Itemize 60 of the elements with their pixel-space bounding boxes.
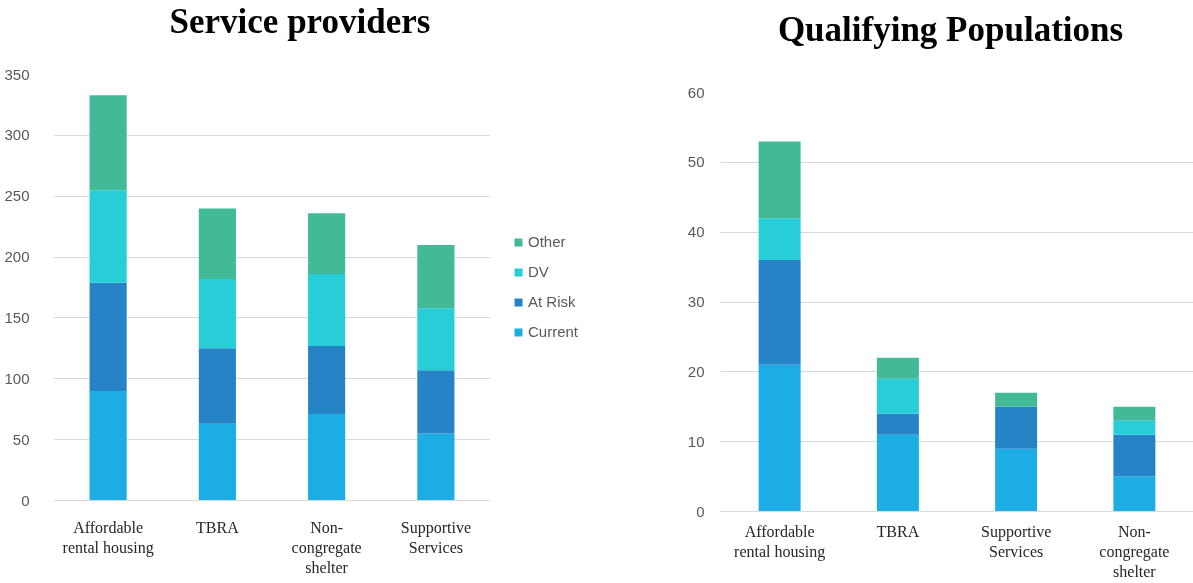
chart-title: Qualifying Populations — [776, 9, 1125, 51]
y-tick-label: 350 — [4, 65, 30, 83]
y-tick-label: 10 — [687, 432, 705, 450]
bar — [308, 414, 346, 501]
y-tick-label: 200 — [4, 248, 30, 266]
x-tick-label: Non- congregate shelter — [1099, 522, 1170, 581]
y-tick-label: 40 — [687, 223, 705, 241]
legend-label: Other — [528, 233, 566, 250]
bar — [1113, 406, 1156, 421]
y-tick-label: 50 — [12, 430, 30, 448]
y-tick-label: 60 — [687, 83, 705, 101]
bar — [876, 434, 919, 512]
bar — [198, 278, 236, 349]
bar — [308, 274, 346, 346]
bar — [995, 406, 1038, 449]
y-tick-label: 100 — [4, 369, 30, 387]
bar — [1113, 420, 1156, 435]
legend-label: DV — [528, 263, 549, 280]
bar — [876, 357, 919, 379]
x-tick-label: Supportive Services — [400, 518, 471, 556]
y-tick-label: 150 — [4, 308, 30, 326]
bar — [417, 433, 455, 501]
bar — [198, 348, 236, 424]
bar — [995, 392, 1038, 407]
bar — [1113, 476, 1156, 512]
legend-label: Current — [528, 323, 579, 340]
bar — [758, 260, 801, 365]
bar — [198, 208, 236, 279]
y-tick-label: 50 — [687, 153, 705, 171]
bar — [308, 345, 346, 415]
x-tick-label: TBRA — [876, 522, 920, 540]
bar — [758, 141, 801, 219]
bar — [417, 370, 455, 434]
bar — [89, 95, 127, 191]
x-tick-label: Supportive Services — [981, 522, 1052, 560]
bar — [876, 378, 919, 414]
bar — [308, 213, 346, 275]
bar — [417, 308, 455, 371]
bar — [417, 244, 455, 309]
y-tick-label: 0 — [696, 502, 705, 520]
y-tick-label: 250 — [4, 187, 30, 205]
bar — [89, 390, 127, 501]
bar — [1113, 434, 1156, 477]
x-tick-label: Affordable rental housing — [734, 522, 826, 561]
bar — [198, 423, 236, 501]
y-tick-label: 0 — [21, 491, 30, 509]
bar — [89, 190, 127, 283]
x-tick-label: TBRA — [196, 518, 240, 536]
x-tick-label: Non- congregate shelter — [291, 518, 362, 577]
x-tick-label: Affordable rental housing — [62, 518, 154, 557]
bar — [995, 448, 1038, 512]
y-tick-label: 20 — [687, 362, 705, 380]
bar — [758, 364, 801, 512]
bar — [758, 218, 801, 261]
legend-label: At Risk — [528, 293, 576, 310]
y-tick-label: 30 — [687, 293, 705, 310]
bar — [876, 413, 919, 435]
chart-title: Service providers — [168, 1, 432, 43]
y-tick-label: 300 — [4, 126, 30, 144]
bar — [89, 282, 127, 391]
